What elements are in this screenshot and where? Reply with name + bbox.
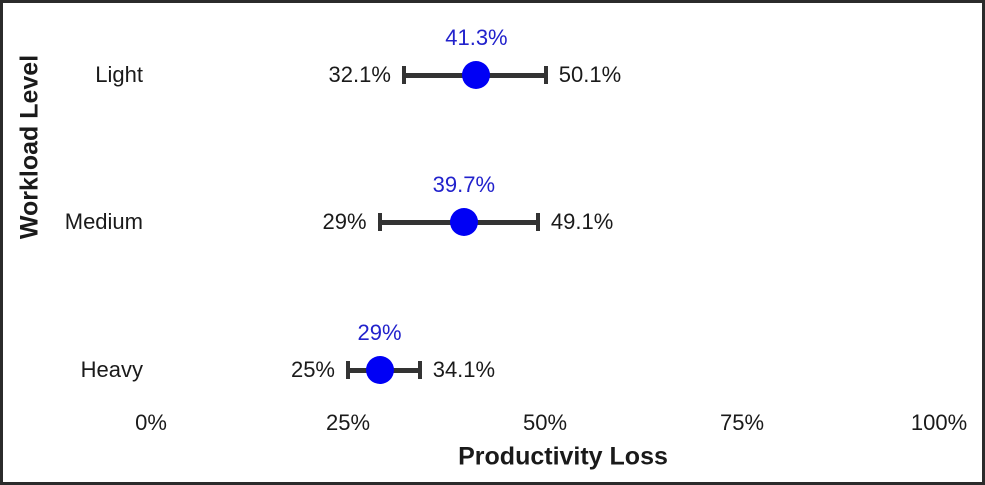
x-tick-label: 100% [910, 410, 968, 435]
category-label: Light [95, 62, 143, 87]
x-axis-title: Productivity Loss [458, 442, 668, 471]
ci-cap-low [401, 66, 406, 84]
x-tick-label: 0% [135, 410, 167, 435]
ci-cap-high [543, 66, 548, 84]
point-value-label: 41.3% [445, 25, 508, 50]
ci-low-label: 29% [322, 209, 367, 234]
ci-high-label: 49.1% [550, 209, 614, 234]
ci-high-label: 34.1% [432, 357, 496, 382]
category-label: Medium [64, 209, 143, 234]
y-axis-title: Workload Level [15, 54, 44, 240]
ci-cap-high [417, 361, 422, 379]
ci-cap-low [377, 213, 382, 231]
ci-low-label: 25% [290, 357, 335, 382]
ci-high-label: 50.1% [558, 62, 622, 87]
ci-cap-low [346, 361, 350, 379]
point-value-label: 39.7% [432, 172, 496, 197]
x-tick-label: 75% [719, 410, 765, 435]
x-tick-label: 25% [325, 410, 371, 435]
point-dot [365, 356, 394, 384]
category-label: Heavy [80, 357, 143, 382]
point-value-label: 29% [357, 320, 402, 345]
point-dot [449, 208, 478, 236]
x-tick-label: 50% [522, 410, 568, 435]
point-dot [462, 61, 491, 89]
ci-cap-high [535, 213, 540, 231]
ci-low-label: 32.1% [328, 62, 391, 87]
